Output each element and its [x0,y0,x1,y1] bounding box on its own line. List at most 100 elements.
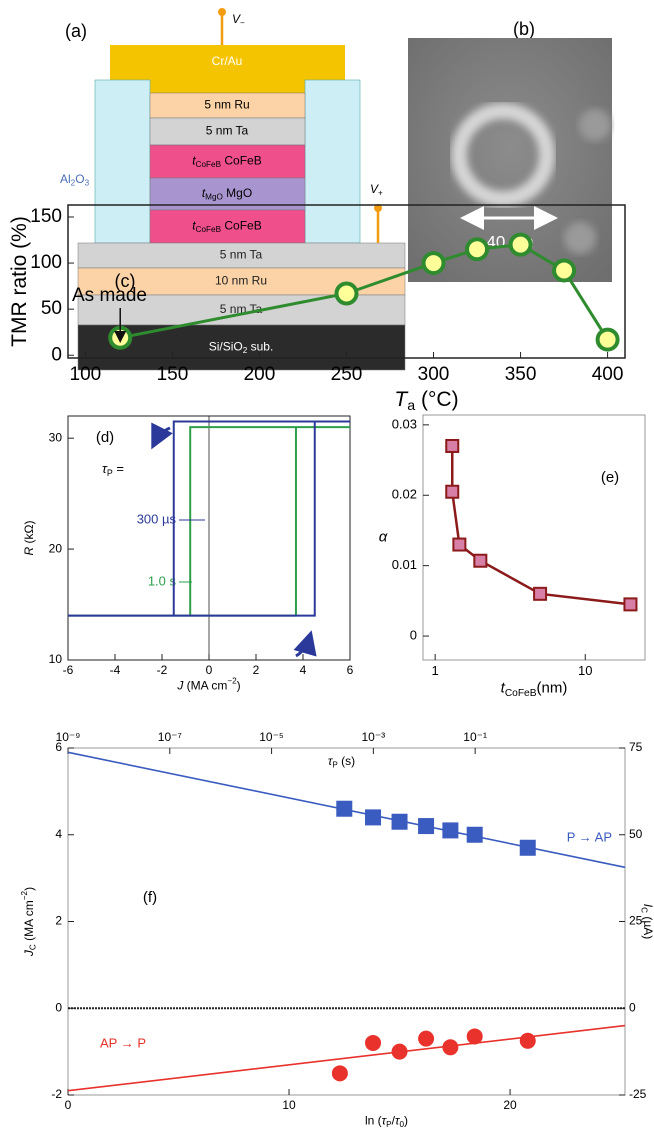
y-axis-label-part: J [22,949,36,957]
marker [365,1034,382,1051]
y2-tick-label: -25 [629,1087,647,1101]
x-axis-label-part: ) [404,1114,408,1128]
layer-label-part: t [202,186,206,200]
marker [508,232,533,257]
marker [466,1028,483,1045]
probe-label: V− [232,12,245,28]
legend-title-part: τ [102,461,108,476]
probe-label: V+ [370,182,383,198]
x-tick-label: 4 [300,663,307,677]
y-tick-label: 100 [30,252,62,273]
x-axis-label-part: τ [382,1114,388,1128]
layer-label-part: CoFeB [196,160,222,169]
layer-label-part: MgO [223,186,252,200]
series-line [67,1024,626,1092]
insulator [304,79,361,244]
marker [623,597,638,612]
y-tick-label: -2 [51,1087,62,1101]
x-axis-label-part: τ [395,1114,401,1128]
insulator-label-part: 3 [85,179,90,188]
y2-tick-label: 0 [629,1000,636,1014]
layer-label-part: sub. [247,340,273,354]
probe-terminal [374,204,382,212]
panel-label: (d) [96,429,114,446]
y-axis-label: α [379,528,388,545]
x-axis-label: ln (τP/τ0) [365,1114,408,1130]
x-axis-label-part: J [176,679,184,693]
layer-label: Cr/Au [212,54,243,68]
y-axis-label-part: (MA cm [22,900,36,944]
marker [336,800,353,817]
y-tick-label: 0 [410,628,417,643]
particle [579,109,611,141]
x-axis-label: Ta (°C) [394,387,458,414]
y2-axis-label-part: (µA) [641,913,654,939]
x-tick-label: 250 [331,364,363,385]
layer-label: 10 nm Ru [215,274,267,288]
probe-label-part: V [232,12,241,26]
layer-label-part: Si/SiO [209,340,243,354]
y2-tick-label: 25 [629,914,643,928]
x2-tick-label: 10⁻³ [362,730,386,744]
pillar-ring [451,103,555,207]
layer-label-part: 5 nm Ta [206,124,249,138]
y-tick-label: 0 [51,344,62,365]
pillar-layer [149,92,306,119]
x-axis-label-part: P [386,1120,392,1129]
x2-axis-label: τP (s) [328,754,355,770]
marker [331,1065,348,1082]
y2-tick-label: 50 [629,827,643,841]
base-layer [77,324,406,371]
sweep-arrow [151,422,173,450]
insulator-label: Al2O3 [60,172,90,188]
x-axis-label-part: ln ( [365,1114,382,1128]
x-tick-label: 1 [432,663,439,678]
y2-axis-label: IC (µA) [639,904,654,939]
y-axis-label: R (kΩ) [22,521,36,556]
legend-title-part: P [107,468,113,478]
insulator-label-part: O [75,172,84,186]
probe-label-part: V [370,182,379,196]
insulator-label-part: 2 [71,179,76,188]
base-layer [77,242,406,269]
marker [533,586,548,601]
x-tick-label: -6 [63,663,74,677]
x-axis-label-part: ) [237,679,241,693]
marker [334,281,359,306]
legend-title: τP = [102,461,124,478]
layer-label: tCoFeB CoFeB [192,154,261,170]
x-axis-label-part: a [407,398,415,414]
pillar-layer [149,144,306,179]
series-line [451,445,631,606]
x-tick-label: 100 [70,364,102,385]
x-tick-label: 10 [282,1098,296,1112]
layer-label-part: 5 nm Ru [204,98,249,112]
x-axis-label-part: (°C) [415,387,458,410]
x-tick-label: 200 [244,364,276,385]
x-axis-label-part: −2 [227,677,237,686]
x2-axis-label-part: (s) [338,754,355,768]
y-axis-label-part: (kΩ) [22,521,36,547]
x-axis-label-part: CoFeB [505,688,537,699]
y-tick-label: 0 [55,1000,62,1014]
probe-label-part: − [240,19,245,28]
plot-frame [422,414,646,661]
y2-axis-label-part: C [639,907,648,913]
marker [418,1030,435,1047]
marker [466,826,483,843]
x-axis-label-part: t [501,680,506,697]
marker [519,839,536,856]
x2-tick-label: 10⁻¹ [463,730,487,744]
y-tick-label: 150 [30,206,62,227]
y-tick-label: 4 [55,827,62,841]
x-tick-label: 150 [157,364,189,385]
x-axis-label: J (MA cm−2) [176,677,240,693]
y-tick-label: 10 [49,652,63,666]
x-axis-label-part: T [394,387,409,410]
x2-tick-label: 10⁻⁷ [158,730,182,744]
x-axis-label-part: (nm) [537,680,568,697]
probe-label-part: + [378,189,383,198]
marker [365,809,382,826]
x-tick-label: 300 [418,364,450,385]
